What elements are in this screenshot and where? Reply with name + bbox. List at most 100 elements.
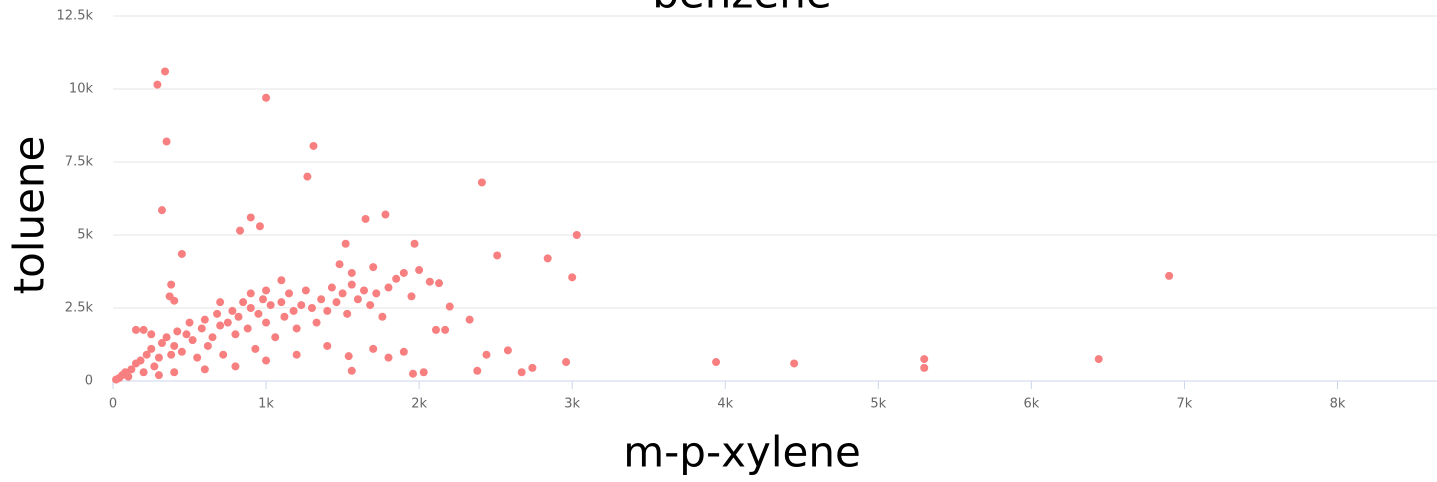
- point: [369, 263, 378, 272]
- x-tick-label: 4k: [717, 397, 733, 412]
- point: [562, 358, 571, 367]
- point: [399, 268, 408, 277]
- point: [343, 309, 352, 318]
- point: [399, 347, 408, 356]
- point: [277, 298, 286, 307]
- point: [415, 266, 424, 275]
- point: [177, 249, 186, 258]
- point: [200, 315, 209, 324]
- point: [285, 289, 294, 298]
- x-axis-title: m-p-xylene: [623, 428, 861, 477]
- point: [216, 321, 225, 330]
- point: [173, 327, 182, 336]
- point: [292, 350, 301, 359]
- point: [231, 330, 240, 339]
- point: [259, 295, 268, 304]
- point: [712, 358, 721, 367]
- point: [327, 283, 336, 292]
- point: [167, 350, 176, 359]
- point: [139, 325, 148, 334]
- point: [170, 296, 179, 305]
- point: [407, 292, 416, 301]
- point: [239, 298, 248, 307]
- point: [381, 210, 390, 219]
- point: [425, 277, 434, 286]
- point: [289, 306, 298, 315]
- point: [920, 355, 929, 364]
- chart-title: benzene: [652, 0, 831, 18]
- point: [543, 254, 552, 263]
- x-tick-label: 6k: [1023, 397, 1039, 412]
- point: [309, 141, 318, 150]
- point: [139, 368, 148, 377]
- y-tick-label: 12.5k: [57, 9, 94, 24]
- point: [392, 274, 401, 283]
- point: [203, 341, 212, 350]
- point: [262, 356, 271, 365]
- point: [246, 304, 255, 312]
- point: [335, 260, 344, 269]
- point: [280, 312, 289, 321]
- point: [223, 318, 232, 327]
- point: [384, 353, 393, 362]
- point: [347, 268, 356, 277]
- point: [301, 286, 310, 295]
- point: [170, 341, 179, 350]
- point: [292, 324, 301, 333]
- y-tick-label: 0: [85, 374, 93, 389]
- point: [167, 280, 176, 289]
- point: [200, 365, 209, 374]
- point: [142, 350, 151, 359]
- point: [262, 318, 271, 327]
- point: [307, 304, 316, 312]
- point: [341, 239, 350, 248]
- point: [213, 309, 222, 318]
- point: [266, 301, 275, 310]
- point: [441, 325, 450, 334]
- point: [154, 371, 163, 380]
- x-tick-label: 3k: [564, 397, 580, 412]
- point: [228, 306, 237, 315]
- point: [493, 251, 502, 260]
- point: [361, 214, 370, 223]
- point: [236, 226, 245, 235]
- point: [790, 359, 799, 368]
- x-tick-label: 1k: [258, 397, 274, 412]
- point: [332, 298, 341, 307]
- point: [231, 362, 240, 371]
- point: [124, 372, 133, 381]
- point: [136, 356, 145, 365]
- point: [271, 333, 280, 342]
- point: [568, 273, 577, 282]
- point: [157, 339, 166, 348]
- x-tick-label: 5k: [870, 397, 886, 412]
- point: [303, 172, 312, 181]
- x-tick-label: 0: [109, 397, 117, 412]
- point: [312, 318, 321, 327]
- point: [131, 325, 140, 334]
- point: [431, 325, 440, 334]
- point: [360, 286, 369, 295]
- point: [572, 231, 581, 239]
- y-axis-title: toluene: [5, 136, 54, 295]
- point: [127, 365, 136, 374]
- point: [147, 344, 156, 353]
- point: [347, 366, 356, 375]
- point: [445, 302, 454, 311]
- x-tick-label: 2k: [411, 397, 427, 412]
- point: [317, 295, 326, 304]
- point: [157, 206, 166, 215]
- point: [503, 346, 512, 355]
- x-tick-label: 8k: [1330, 397, 1346, 412]
- point: [465, 315, 474, 324]
- point: [528, 363, 537, 372]
- point: [347, 280, 356, 289]
- point: [473, 366, 482, 375]
- point: [197, 324, 206, 333]
- point: [170, 368, 179, 377]
- point: [1165, 271, 1174, 280]
- point: [177, 347, 186, 356]
- point: [153, 80, 162, 89]
- point: [216, 298, 225, 307]
